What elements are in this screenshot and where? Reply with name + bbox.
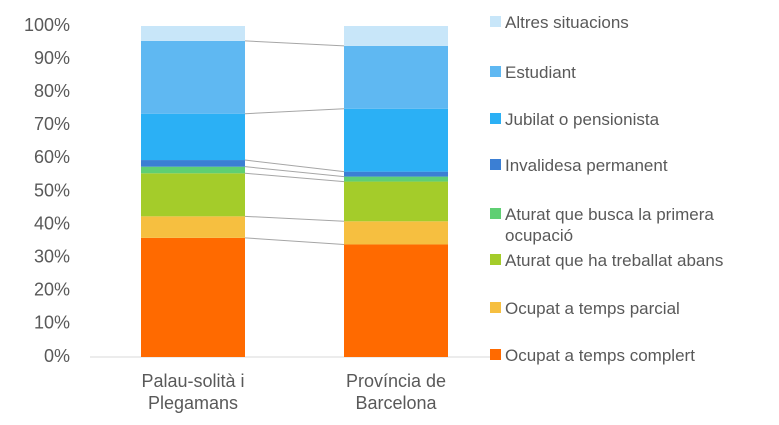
bar-segment	[141, 113, 245, 161]
legend-swatch	[490, 254, 501, 265]
bar-segment	[141, 237, 245, 357]
y-tick-label: 60%	[34, 147, 70, 167]
legend-swatch	[490, 113, 501, 124]
x-tick-label: Província de Barcelona	[345, 371, 447, 413]
y-tick-label: 80%	[34, 81, 70, 101]
bar-segment	[344, 221, 448, 245]
y-tick-label: 100%	[24, 15, 70, 35]
y-tick-label: 50%	[34, 180, 70, 200]
legend-label: Invalidesa permanent	[505, 156, 668, 175]
series-line	[244, 159, 345, 173]
y-tick-label: 90%	[34, 48, 70, 68]
bar-segment	[344, 244, 448, 357]
series-line	[244, 108, 345, 115]
legend-label: Jubilat o pensionista	[505, 110, 660, 129]
legend-label: Estudiant	[505, 63, 576, 82]
y-tick-label: 40%	[34, 213, 70, 233]
y-tick-label: 20%	[34, 280, 70, 300]
series-line	[244, 237, 345, 245]
legend-label: Ocupat a temps parcial	[505, 299, 680, 318]
bar-segment	[344, 26, 448, 46]
bar-segment	[344, 108, 448, 172]
legend-swatch	[490, 66, 501, 77]
bar-segment	[344, 181, 448, 222]
legend-label: Ocupat a temps complert	[505, 346, 695, 365]
bar-segment	[344, 45, 448, 109]
y-tick-label: 10%	[34, 313, 70, 333]
y-tick-label: 70%	[34, 114, 70, 134]
bar-segment	[141, 40, 245, 114]
legend-swatch	[490, 302, 501, 313]
series-line	[244, 215, 345, 222]
bar-segment	[141, 26, 245, 41]
series-line	[244, 166, 345, 178]
legend-swatch	[490, 159, 501, 170]
bar-segment	[344, 171, 448, 177]
x-tick-label: Palau-solità i Plegamans	[141, 371, 245, 413]
legend-label: Altres situacions	[505, 13, 629, 32]
legend-swatch	[490, 16, 501, 27]
series-line	[244, 40, 345, 47]
bar-segment	[141, 216, 245, 238]
y-tick-label: 30%	[34, 246, 70, 266]
legend-label: Aturat que busca la primera ocupació	[505, 205, 714, 245]
bar-segment	[344, 176, 448, 182]
series-line	[244, 172, 345, 183]
legend-label: Aturat que ha treballat abans	[505, 251, 724, 270]
y-tick-label: 0%	[44, 346, 70, 366]
legend-swatch	[490, 208, 501, 219]
bar-segment	[141, 173, 245, 217]
bar-segment	[141, 166, 245, 174]
bar-segment	[141, 160, 245, 167]
legend-swatch	[490, 349, 501, 360]
